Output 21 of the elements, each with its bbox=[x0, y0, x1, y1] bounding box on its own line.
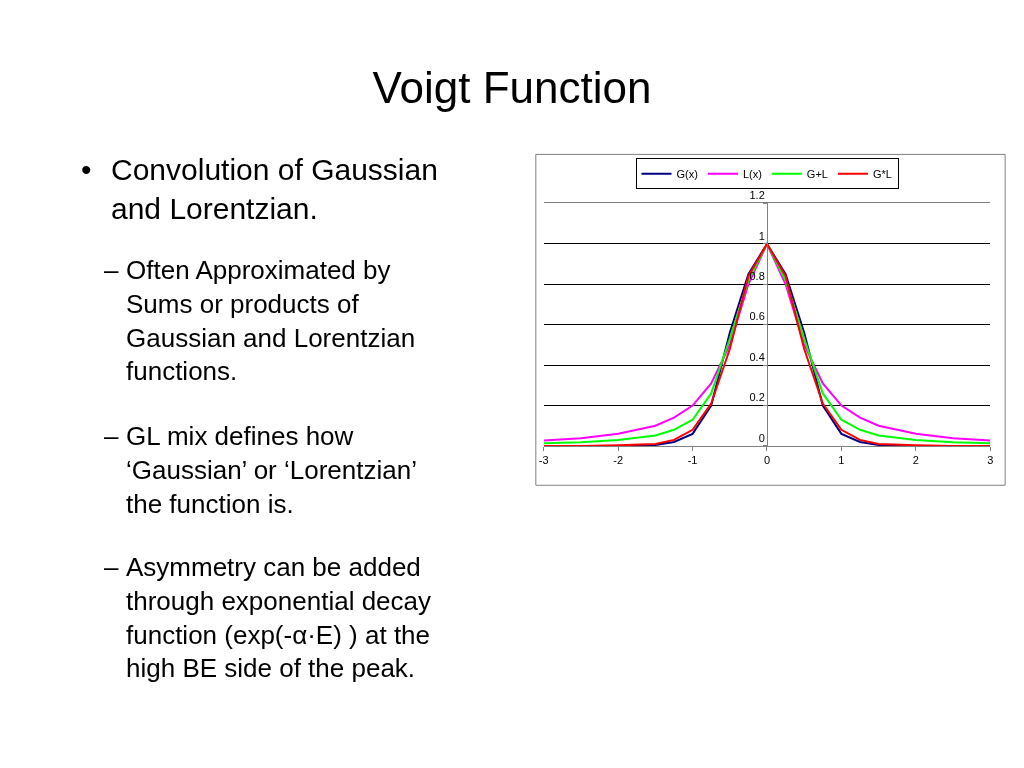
text: – Often Approximated by Sums or products of Gaussian and Lorentzian functions. bbox=[104, 255, 416, 387]
legend-label: G+L bbox=[806, 168, 828, 181]
legend-label: L(x) bbox=[742, 168, 762, 181]
x-tick-label: -1 bbox=[687, 454, 698, 467]
chart-title: Voigt Function bbox=[372, 62, 652, 112]
text: • Convolution of Gaussian and Lorentzian. bbox=[81, 153, 438, 225]
y-tick-label: 0.6 bbox=[749, 310, 765, 323]
y-tick-label: 1 bbox=[758, 229, 765, 242]
y-tick-label: 1.2 bbox=[749, 189, 765, 202]
text: – Asymmetry can be added through exponential decay function (exp(-α·E) ) at the high BE side of the peak. bbox=[104, 552, 432, 684]
x-tick-label: 3 bbox=[987, 454, 994, 467]
x-tick-label: 2 bbox=[912, 454, 919, 467]
y-tick-label: 0.4 bbox=[749, 350, 765, 363]
y-tick-label: 0 bbox=[758, 431, 765, 444]
x-tick-label: 1 bbox=[838, 454, 845, 467]
legend-label: G(x) bbox=[676, 168, 698, 181]
x-tick-label: -2 bbox=[613, 454, 624, 467]
text: – GL mix defines how ‘Gaussian’ or ‘Lorentzian’ the function is. bbox=[104, 421, 417, 519]
legend-label: G*L bbox=[872, 168, 892, 181]
x-tick-label: -3 bbox=[538, 454, 549, 467]
y-tick-label: 0.2 bbox=[749, 391, 765, 404]
